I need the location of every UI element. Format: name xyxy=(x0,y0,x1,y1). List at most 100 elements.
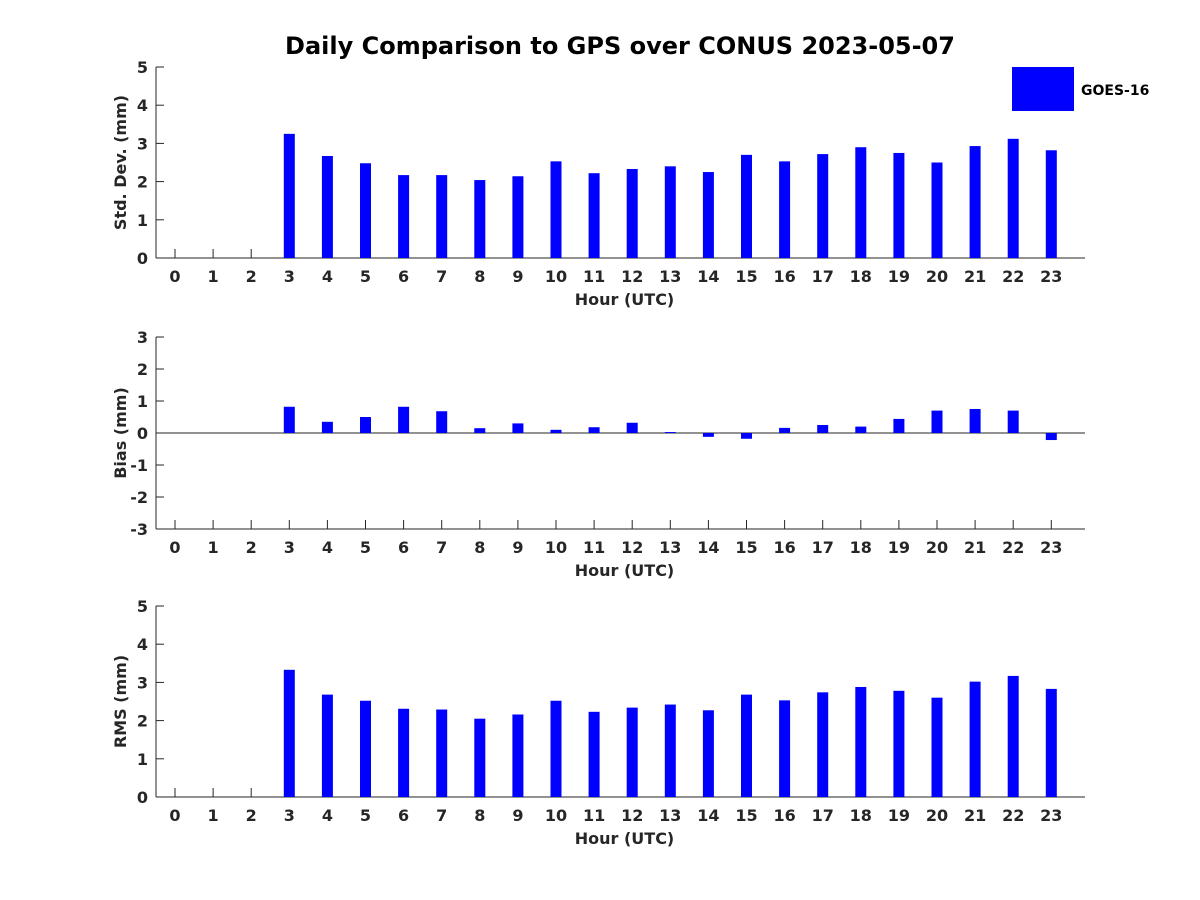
x-tick-label: 7 xyxy=(436,538,447,557)
x-tick-label: 2 xyxy=(246,267,257,286)
x-tick-label: 14 xyxy=(697,267,719,286)
x-tick-label: 16 xyxy=(773,538,795,557)
x-tick-label: 20 xyxy=(926,538,948,557)
x-tick-label: 21 xyxy=(964,267,986,286)
x-axis-label: Hour (UTC) xyxy=(575,290,675,309)
bar-hour-4 xyxy=(321,156,333,258)
x-tick-label: 22 xyxy=(1002,267,1024,286)
bar-hour-11 xyxy=(588,711,600,797)
x-tick-label: 16 xyxy=(773,806,795,825)
x-tick-label: 22 xyxy=(1002,538,1024,557)
bar-hour-22 xyxy=(1007,410,1019,433)
bar-hour-16 xyxy=(779,427,791,433)
x-tick-label: 3 xyxy=(284,806,295,825)
y-tick-label: 3 xyxy=(137,673,148,692)
x-tick-label: 7 xyxy=(436,806,447,825)
x-tick-label: 23 xyxy=(1040,538,1062,557)
x-tick-label: 19 xyxy=(888,538,910,557)
y-tick-label: 0 xyxy=(137,249,148,268)
legend-swatch xyxy=(1012,67,1074,111)
x-tick-label: 15 xyxy=(735,806,757,825)
bar-hour-8 xyxy=(474,428,486,433)
bar-hour-11 xyxy=(588,173,600,258)
x-tick-label: 3 xyxy=(284,267,295,286)
bar-hour-6 xyxy=(398,175,410,258)
bar-hour-15 xyxy=(741,694,752,797)
x-tick-label: 9 xyxy=(512,806,523,825)
x-tick-label: 1 xyxy=(208,267,219,286)
y-tick-label: 4 xyxy=(137,635,148,654)
legend-label: GOES-16 xyxy=(1081,83,1149,99)
x-tick-label: 17 xyxy=(812,806,834,825)
bar-hour-15 xyxy=(741,154,752,258)
bar-hour-11 xyxy=(588,427,600,433)
x-tick-label: 2 xyxy=(246,806,257,825)
x-tick-label: 2 xyxy=(246,538,257,557)
bar-hour-23 xyxy=(1045,433,1057,441)
x-tick-label: 16 xyxy=(773,267,795,286)
x-tick-label: 5 xyxy=(360,806,371,825)
bar-hour-10 xyxy=(550,700,562,797)
x-tick-label: 23 xyxy=(1040,267,1062,286)
y-tick-label: 1 xyxy=(137,211,148,230)
bar-hour-9 xyxy=(512,714,524,797)
bar-hour-18 xyxy=(855,147,867,258)
x-tick-label: 5 xyxy=(360,538,371,557)
bar-hour-14 xyxy=(702,433,714,437)
x-tick-label: 11 xyxy=(583,267,605,286)
x-tick-label: 3 xyxy=(284,538,295,557)
x-tick-label: 13 xyxy=(659,267,681,286)
x-axis-label: Hour (UTC) xyxy=(575,829,675,848)
x-tick-label: 18 xyxy=(850,538,872,557)
bar-hour-10 xyxy=(550,429,562,433)
x-tick-label: 15 xyxy=(735,267,757,286)
x-tick-label: 10 xyxy=(545,538,567,557)
bar-hour-13 xyxy=(664,166,676,258)
bar-hour-16 xyxy=(779,161,791,258)
x-tick-label: 17 xyxy=(812,267,834,286)
y-axis-label: Bias (mm) xyxy=(111,387,130,479)
bar-hour-12 xyxy=(626,168,638,258)
chart-title: Daily Comparison to GPS over CONUS 2023-… xyxy=(285,32,955,60)
bar-hour-18 xyxy=(855,686,867,797)
x-tick-label: 14 xyxy=(697,806,719,825)
y-tick-label: 2 xyxy=(137,360,148,379)
x-tick-label: 6 xyxy=(398,806,409,825)
x-tick-label: 19 xyxy=(888,806,910,825)
bar-hour-20 xyxy=(931,410,943,433)
x-tick-label: 0 xyxy=(169,538,180,557)
bar-hour-5 xyxy=(360,700,371,797)
bar-hour-14 xyxy=(702,172,714,258)
y-tick-label: 0 xyxy=(137,788,148,807)
bar-hour-5 xyxy=(360,163,371,258)
bar-hour-22 xyxy=(1007,675,1019,797)
x-tick-label: 1 xyxy=(208,806,219,825)
x-tick-label: 15 xyxy=(735,538,757,557)
bar-hour-15 xyxy=(741,433,752,439)
bar-hour-20 xyxy=(931,162,943,258)
y-tick-label: 2 xyxy=(137,173,148,192)
x-tick-label: 6 xyxy=(398,267,409,286)
x-tick-label: 12 xyxy=(621,806,643,825)
x-axis-label: Hour (UTC) xyxy=(575,561,675,580)
x-tick-label: 19 xyxy=(888,267,910,286)
bar-hour-16 xyxy=(779,700,791,797)
bar-hour-12 xyxy=(626,707,638,797)
x-tick-label: 6 xyxy=(398,538,409,557)
bar-hour-22 xyxy=(1007,138,1019,258)
y-tick-label: 5 xyxy=(137,58,148,77)
x-tick-label: 0 xyxy=(169,806,180,825)
bar-hour-4 xyxy=(321,694,333,797)
x-tick-label: 20 xyxy=(926,806,948,825)
bar-hour-9 xyxy=(512,423,524,433)
y-tick-label: -1 xyxy=(130,456,148,475)
bar-hour-8 xyxy=(474,718,486,797)
x-tick-label: 4 xyxy=(322,538,333,557)
y-tick-label: 1 xyxy=(137,750,148,769)
y-tick-label: 1 xyxy=(137,392,148,411)
bar-hour-19 xyxy=(893,152,905,258)
y-tick-label: 3 xyxy=(137,134,148,153)
